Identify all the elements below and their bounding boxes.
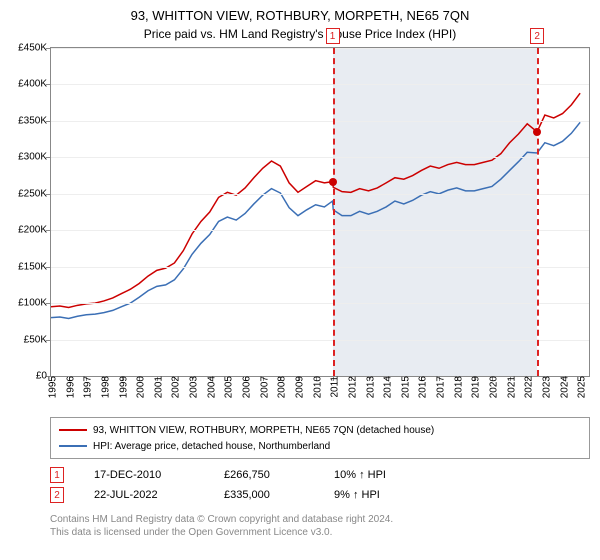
sale-record-price: £335,000 xyxy=(224,489,304,501)
y-axis-label: £400K xyxy=(18,79,51,90)
chart-title: 93, WHITTON VIEW, ROTHBURY, MORPETH, NE6… xyxy=(0,0,600,23)
x-axis-label: 1997 xyxy=(79,376,94,398)
sale-marker: 2 xyxy=(530,28,544,44)
x-axis-label: 1999 xyxy=(114,376,129,398)
y-axis-label: £350K xyxy=(18,115,51,126)
x-axis-label: 2007 xyxy=(255,376,270,398)
legend-label: 93, WHITTON VIEW, ROTHBURY, MORPETH, NE6… xyxy=(93,425,434,436)
x-axis-label: 2012 xyxy=(343,376,358,398)
sale-date-line xyxy=(537,48,539,376)
legend-item: HPI: Average price, detached house, Nort… xyxy=(59,438,581,454)
x-axis-label: 2002 xyxy=(167,376,182,398)
sale-record-marker: 1 xyxy=(50,467,64,483)
sale-record-marker: 2 xyxy=(50,487,64,503)
chart-legend: 93, WHITTON VIEW, ROTHBURY, MORPETH, NE6… xyxy=(50,417,590,459)
x-axis-label: 1995 xyxy=(44,376,59,398)
x-axis-label: 2005 xyxy=(220,376,235,398)
sale-record-row: 2 22-JUL-2022 £335,000 9% ↑ HPI xyxy=(50,485,590,505)
x-axis-label: 2017 xyxy=(432,376,447,398)
y-axis-label: £250K xyxy=(18,188,51,199)
chart-container: 93, WHITTON VIEW, ROTHBURY, MORPETH, NE6… xyxy=(0,0,600,560)
y-axis-label: £300K xyxy=(18,152,51,163)
x-axis-label: 2025 xyxy=(573,376,588,398)
x-axis-label: 2018 xyxy=(449,376,464,398)
sale-date-line xyxy=(333,48,335,376)
x-axis-label: 2004 xyxy=(202,376,217,398)
sale-record-delta: 9% ↑ HPI xyxy=(334,489,380,501)
y-axis-label: £450K xyxy=(18,43,51,54)
x-axis-label: 2003 xyxy=(185,376,200,398)
sale-point-dot xyxy=(329,178,337,186)
x-axis-label: 2009 xyxy=(290,376,305,398)
legend-label: HPI: Average price, detached house, Nort… xyxy=(93,441,330,452)
x-axis-label: 2020 xyxy=(484,376,499,398)
y-axis-label: £200K xyxy=(18,225,51,236)
x-axis-label: 1996 xyxy=(61,376,76,398)
x-axis-label: 2006 xyxy=(238,376,253,398)
sale-record-row: 1 17-DEC-2010 £266,750 10% ↑ HPI xyxy=(50,465,590,485)
x-axis-label: 2016 xyxy=(414,376,429,398)
y-axis-label: £50K xyxy=(24,334,51,345)
chart-series-line xyxy=(51,93,580,307)
x-axis-label: 2008 xyxy=(273,376,288,398)
x-axis-label: 2022 xyxy=(520,376,535,398)
sale-record-price: £266,750 xyxy=(224,469,304,481)
x-axis-label: 2015 xyxy=(396,376,411,398)
footer-attribution: Contains HM Land Registry data © Crown c… xyxy=(50,513,590,539)
x-axis-label: 2014 xyxy=(379,376,394,398)
legend-swatch xyxy=(59,445,87,447)
sale-record-date: 17-DEC-2010 xyxy=(94,469,194,481)
footer-line-1: Contains HM Land Registry data © Crown c… xyxy=(50,513,590,526)
x-axis-label: 2019 xyxy=(467,376,482,398)
chart-plot-area: £0£50K£100K£150K£200K£250K£300K£350K£400… xyxy=(50,47,590,377)
x-axis-label: 2023 xyxy=(537,376,552,398)
x-axis-label: 2001 xyxy=(149,376,164,398)
chart-subtitle: Price paid vs. HM Land Registry's House … xyxy=(0,23,600,47)
footer-line-2: This data is licensed under the Open Gov… xyxy=(50,526,590,539)
legend-swatch xyxy=(59,429,87,431)
y-axis-label: £150K xyxy=(18,261,51,272)
sale-record-date: 22-JUL-2022 xyxy=(94,489,194,501)
x-axis-label: 2021 xyxy=(502,376,517,398)
sale-point-dot xyxy=(533,128,541,136)
sale-record-delta: 10% ↑ HPI xyxy=(334,469,386,481)
sales-table: 1 17-DEC-2010 £266,750 10% ↑ HPI 2 22-JUL-202… xyxy=(50,465,590,505)
x-axis-label: 2010 xyxy=(308,376,323,398)
sale-marker: 1 xyxy=(326,28,340,44)
x-axis-label: 1998 xyxy=(96,376,111,398)
y-axis-label: £100K xyxy=(18,298,51,309)
x-axis-label: 2013 xyxy=(361,376,376,398)
x-axis-label: 2024 xyxy=(555,376,570,398)
chart-svg xyxy=(51,48,589,376)
legend-item: 93, WHITTON VIEW, ROTHBURY, MORPETH, NE6… xyxy=(59,422,581,438)
x-axis-label: 2000 xyxy=(132,376,147,398)
x-axis-label: 2011 xyxy=(326,376,341,398)
